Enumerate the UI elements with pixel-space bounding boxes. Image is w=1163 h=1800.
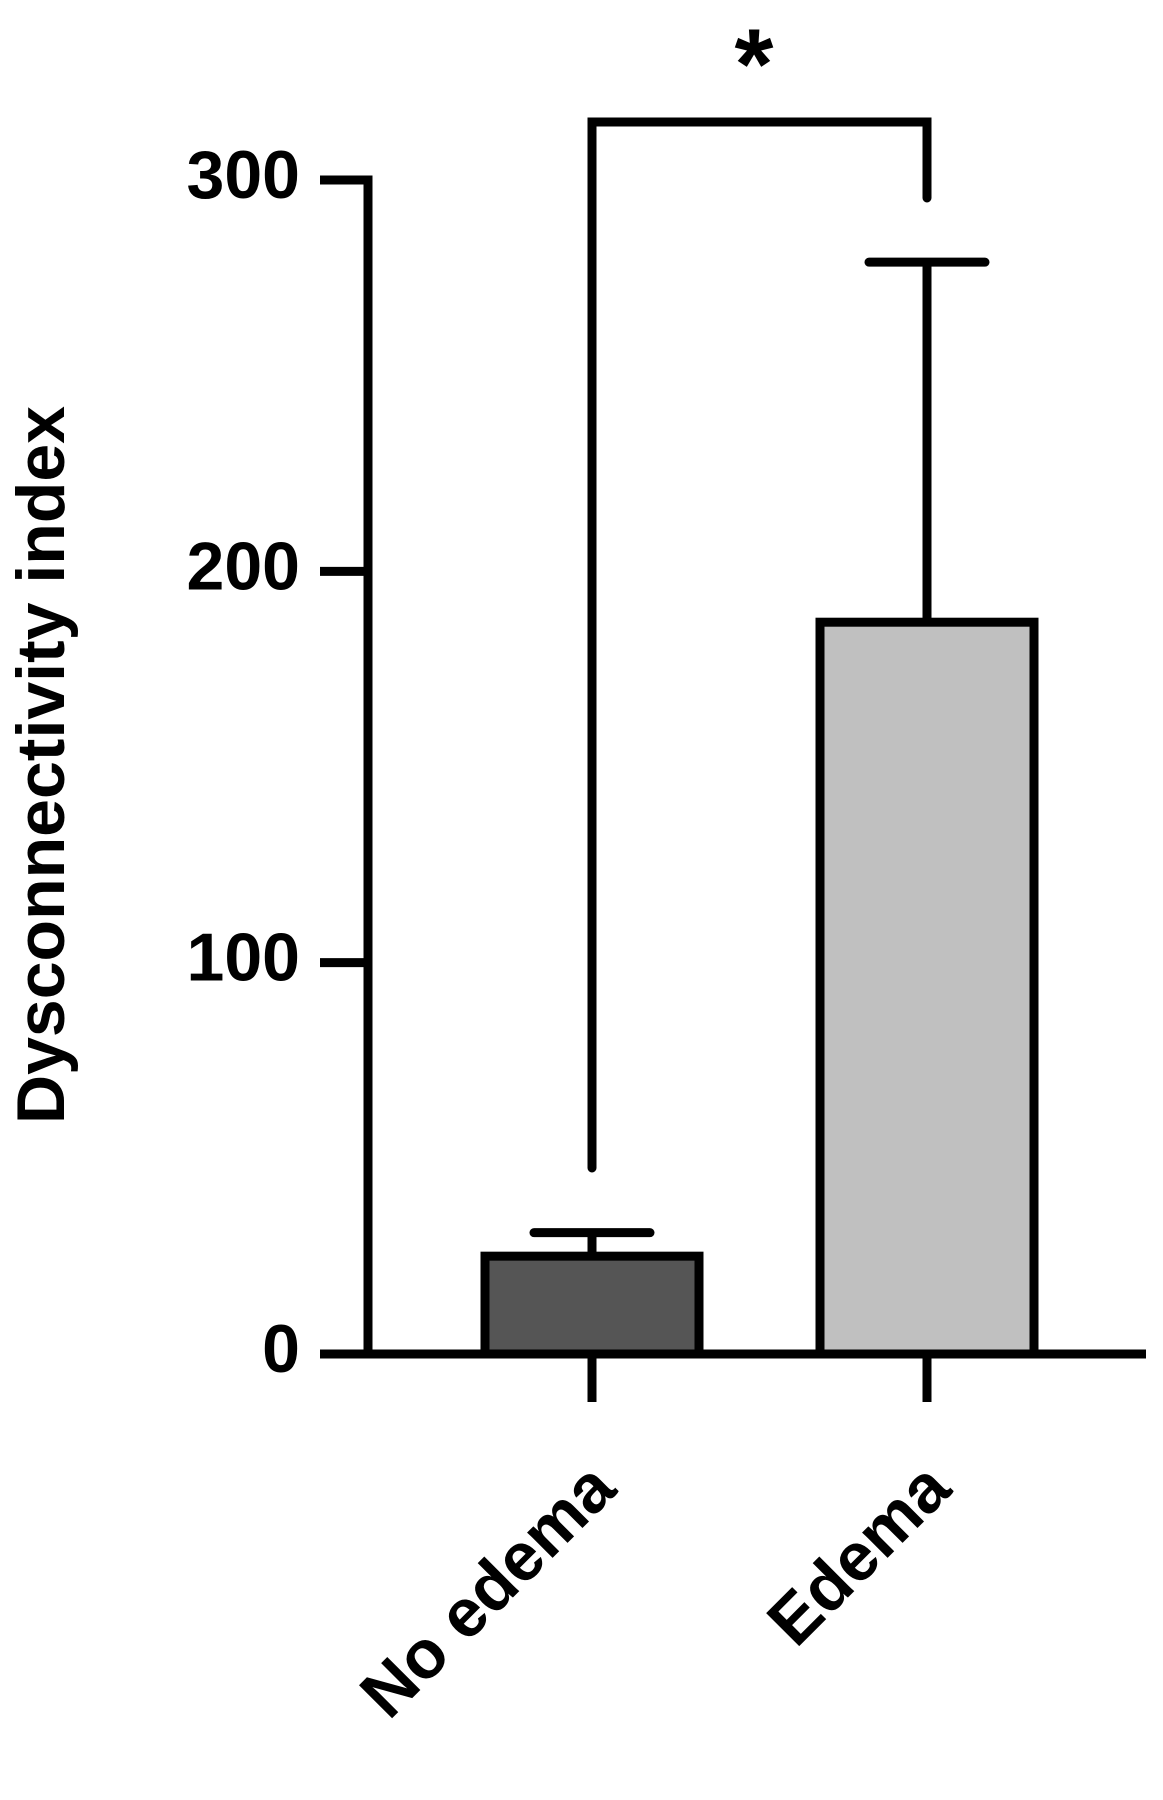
bar — [815, 617, 1039, 1359]
significance-label: * — [735, 8, 774, 120]
bar — [480, 1251, 704, 1359]
y-tick-label: 100 — [187, 920, 300, 996]
y-tick-label: 300 — [187, 137, 300, 213]
x-tick-label: No edema — [346, 1448, 630, 1732]
x-tick-label: Edema — [753, 1448, 965, 1660]
y-axis-label: Dysconnectivity index — [3, 406, 79, 1124]
y-tick-label: 0 — [262, 1311, 300, 1387]
significance-bracket — [587, 117, 932, 1173]
y-tick-label: 200 — [187, 528, 300, 604]
